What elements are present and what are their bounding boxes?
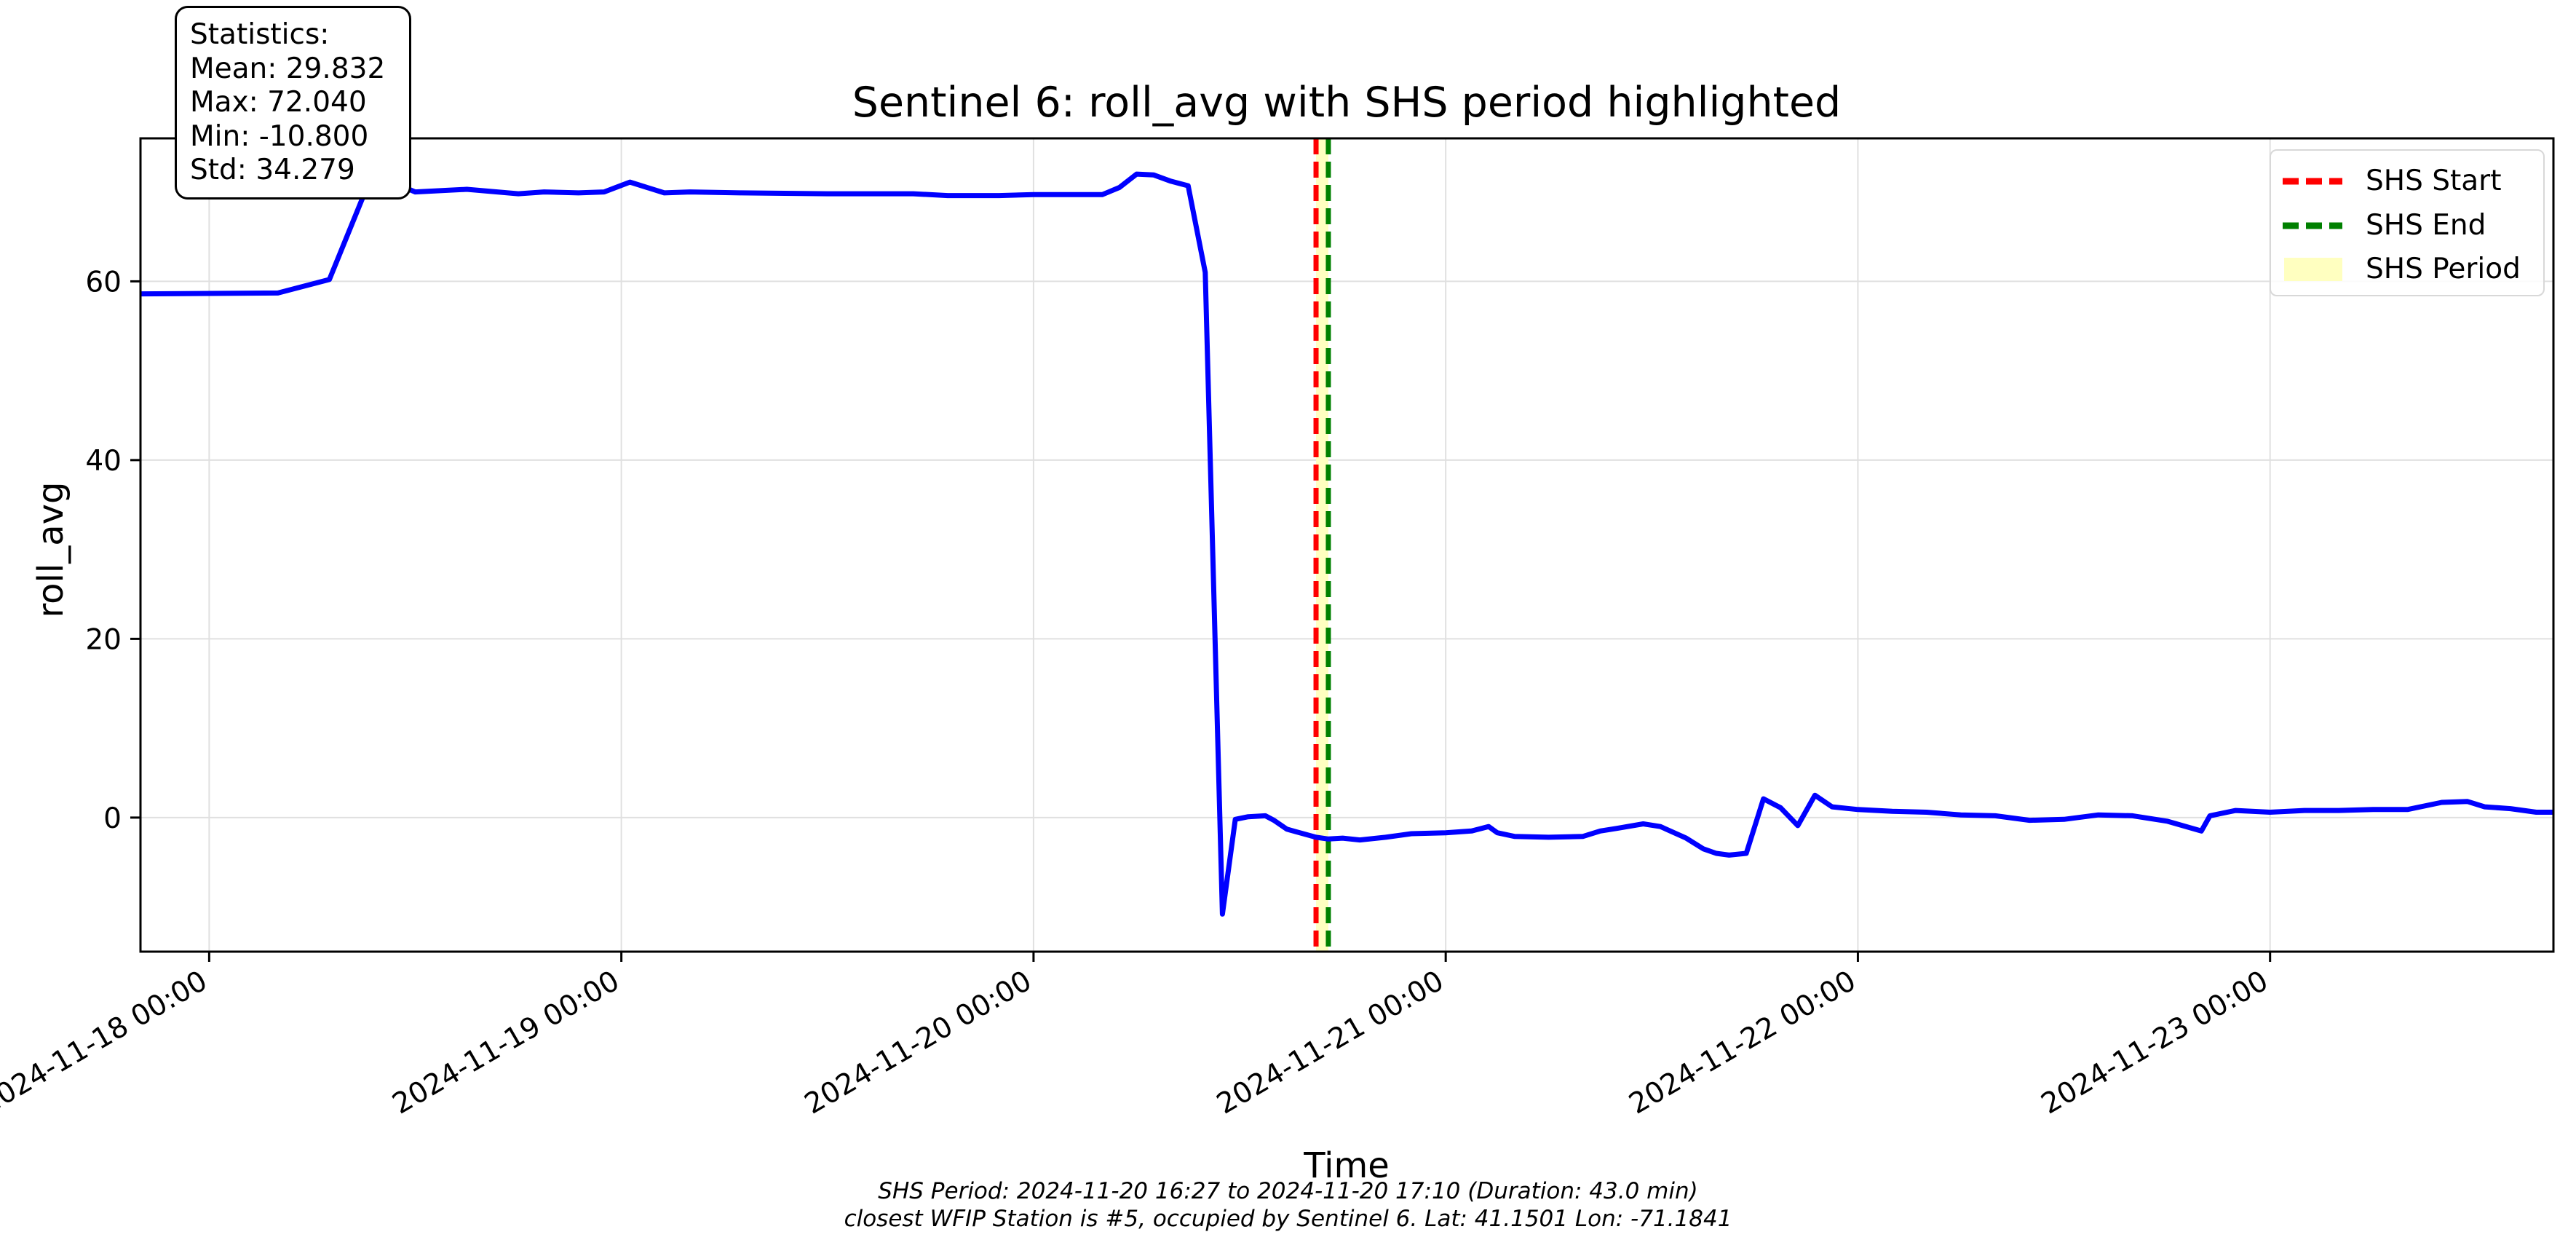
legend: SHS Start SHS End SHS Period <box>2270 149 2545 296</box>
legend-item-shs-period: SHS Period <box>2271 248 2543 291</box>
chart-title: Sentinel 6: roll_avg with SHS period hig… <box>852 79 1841 127</box>
x-tick-label: 2024-11-21 00:00 <box>1211 965 1449 1121</box>
x-tick-label: 2024-11-18 00:00 <box>0 965 213 1121</box>
x-tick-label: 2024-11-20 00:00 <box>799 965 1037 1121</box>
stats-std: Std: 34.279 <box>190 154 355 186</box>
x-tick-label: 2024-11-23 00:00 <box>2036 965 2274 1121</box>
y-tick-label: 40 <box>85 445 122 478</box>
series-line-0 <box>140 171 2553 917</box>
legend-swatch-period <box>2284 258 2342 281</box>
legend-label-start: SHS Start <box>2366 165 2502 197</box>
plot-frame <box>139 137 2555 953</box>
stats-heading: Statistics: <box>190 18 330 51</box>
legend-item-shs-start: SHS Start <box>2271 159 2543 203</box>
tick-labels: 0 20 40 60 2024-11-18 00:00 2024-11-19 00:00 2… <box>0 266 2274 1121</box>
y-axis-label: roll_avg <box>31 481 71 617</box>
x-tick-label: 2024-11-19 00:00 <box>387 965 625 1121</box>
stats-min: Min: -10.800 <box>190 119 369 153</box>
legend-item-shs-end: SHS End <box>2271 204 2543 248</box>
x-axis-label: Time <box>1303 1145 1389 1186</box>
legend-label-end: SHS End <box>2366 209 2486 242</box>
footer-shs-period: SHS Period: 2024-11-20 16:27 to 2024-11-… <box>878 1178 1698 1204</box>
y-tick-label: 0 <box>103 802 122 835</box>
series-layer <box>140 171 2553 917</box>
stats-mean: Mean: 29.832 <box>190 52 386 85</box>
legend-swatch-start <box>2283 178 2342 185</box>
footer-station-info: closest WFIP Station is #5, occupied by … <box>844 1206 1732 1232</box>
y-tick-label: 60 <box>85 266 122 299</box>
axes-frame <box>130 137 2555 962</box>
x-tick-label: 2024-11-22 00:00 <box>1624 965 1862 1121</box>
statistics-box: Statistics: Mean: 29.832 Max: 72.040 Min… <box>175 6 411 200</box>
shs-period-layer <box>1313 138 1331 952</box>
shs-period-band <box>1316 138 1328 952</box>
legend-swatch-end <box>2283 222 2342 229</box>
legend-label-period: SHS Period <box>2366 253 2521 285</box>
y-tick-label: 20 <box>85 623 122 656</box>
stats-max: Max: 72.040 <box>190 86 367 119</box>
